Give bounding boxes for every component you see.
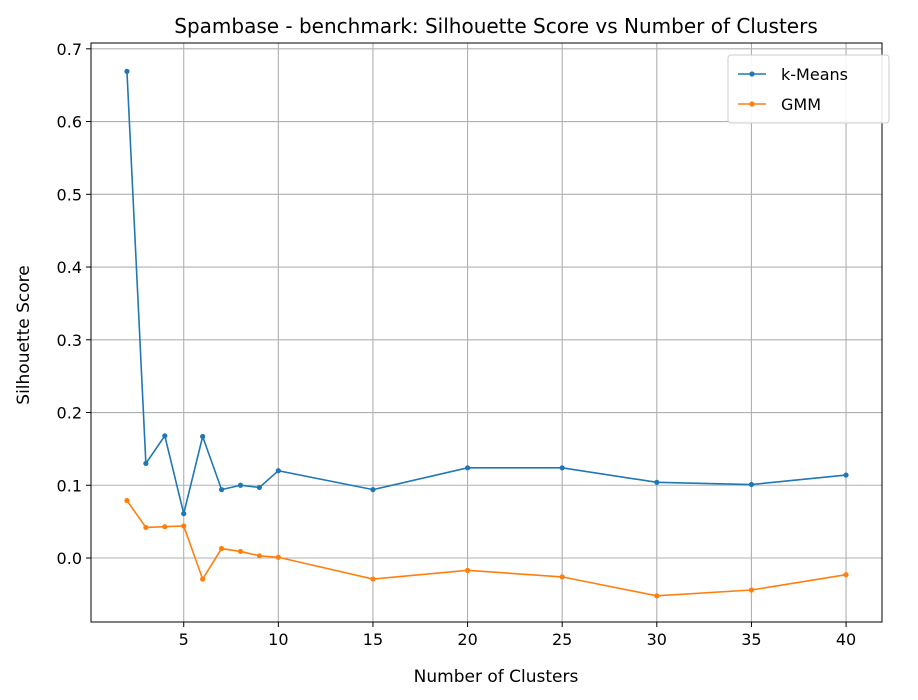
y-tick-label: 0.2 [57, 404, 82, 423]
x-tick-label: 15 [363, 630, 383, 649]
y-tick-label: 0.5 [57, 185, 82, 204]
series-line [126, 500, 847, 597]
x-tick-label: 40 [836, 630, 856, 649]
series-kmeans [124, 68, 849, 517]
data-point [654, 479, 660, 485]
plot-frame [90, 42, 883, 623]
data-point [559, 465, 565, 471]
data-point [181, 523, 187, 529]
grid-lines [91, 43, 882, 622]
data-point [143, 460, 149, 467]
data-point [200, 433, 206, 440]
data-point [200, 576, 206, 582]
legend-swatch-marker [749, 71, 755, 77]
chart-title: Spambase - benchmark: Silhouette Score v… [174, 14, 818, 38]
series-line [126, 71, 847, 514]
axis-ticks: 5 10 15 20 25 30 35 40 0.0 0.1 0.2 0.3 0.4 0.5 0.6 0.7 [57, 40, 857, 649]
x-tick-label: 10 [268, 630, 288, 649]
data-point [256, 553, 263, 559]
data-point [181, 511, 187, 517]
data-point [843, 472, 849, 478]
data-point [124, 497, 130, 504]
data-point [124, 68, 130, 74]
data-point [370, 487, 376, 493]
data-point [162, 433, 168, 439]
data-point [275, 468, 281, 474]
y-axis-label: Silhouette Score [14, 265, 34, 404]
data-point [237, 482, 244, 488]
data-point [748, 587, 755, 593]
data-point [654, 593, 660, 599]
data-point [218, 545, 225, 552]
data-point [143, 524, 149, 531]
y-tick-label: 0.4 [57, 258, 82, 277]
x-tick-label: 20 [457, 630, 477, 649]
legend: k-Means GMM [727, 54, 890, 124]
data-point [275, 554, 281, 560]
x-tick-label: 30 [647, 630, 667, 649]
data-point [256, 484, 263, 491]
y-tick-label: 0.3 [57, 331, 82, 350]
data-point [464, 465, 471, 471]
x-axis-label: Number of Clusters [414, 667, 579, 687]
series-gmm [124, 497, 849, 599]
data-point [748, 481, 755, 488]
legend-label: GMM [781, 95, 821, 114]
series-layer [124, 68, 849, 599]
data-point [559, 574, 565, 580]
legend-label: k-Means [781, 65, 848, 84]
data-point [370, 576, 376, 582]
x-tick-label: 5 [179, 630, 189, 649]
y-tick-label: 0.1 [57, 476, 82, 495]
legend-swatch-marker [749, 101, 755, 107]
y-tick-label: 0.0 [57, 549, 82, 568]
x-tick-label: 35 [741, 630, 761, 649]
y-tick-label: 0.6 [57, 113, 82, 132]
data-point [464, 567, 471, 573]
x-tick-label: 25 [552, 630, 572, 649]
y-tick-label: 0.7 [57, 40, 82, 59]
data-point [162, 524, 168, 530]
data-point [237, 548, 244, 555]
data-point [843, 572, 849, 578]
legend-box [727, 54, 890, 124]
data-point [218, 487, 225, 493]
